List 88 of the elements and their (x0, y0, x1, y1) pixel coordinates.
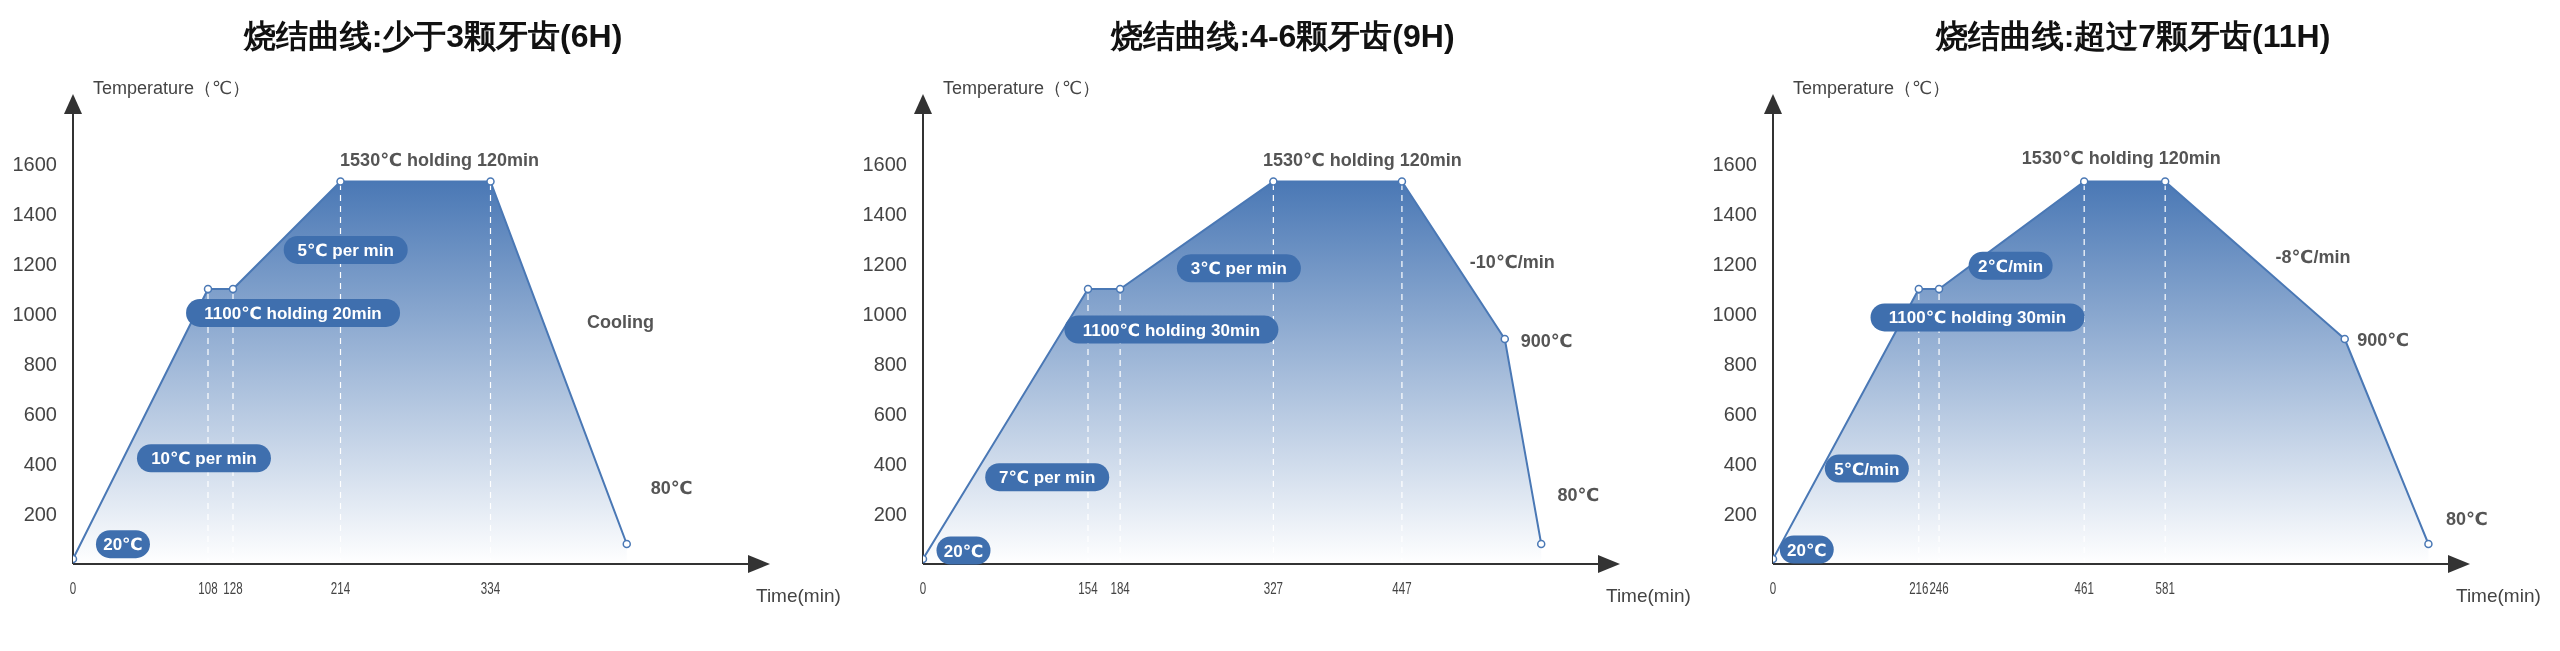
annotation: 1530℃ holding 120min (2021, 147, 2221, 168)
annotation: 7℃ per min (999, 468, 1096, 488)
y-tick-label: 400 (1723, 453, 1757, 476)
point (1397, 177, 1407, 186)
y-tick-label: 1200 (1712, 253, 1757, 276)
x-axis-title: Time(min) (2456, 585, 2541, 606)
point (336, 177, 345, 186)
point (1934, 284, 1944, 294)
annotation: 900℃ (1520, 330, 1573, 351)
y-tick-label: 1600 (12, 153, 57, 176)
x-tick-label: 0 (69, 578, 77, 598)
y-tick-label: 200 (1723, 503, 1757, 526)
annotation: 1100℃ holding 20min (204, 303, 382, 323)
y-tick-label: 1400 (862, 203, 907, 226)
x-tick-label: 108 (198, 578, 218, 598)
y-tick-label: 200 (23, 503, 57, 526)
point (622, 539, 631, 549)
annotation: Cooling (586, 311, 654, 332)
y-tick-label: 600 (23, 403, 57, 426)
annotation: 1100℃ holding 30min (1082, 320, 1261, 340)
y-tick-label: 1200 (862, 253, 907, 276)
annotation: 80℃ (1557, 484, 1600, 505)
x-tick-label: 581 (2155, 578, 2175, 598)
y-tick-label: 400 (873, 453, 907, 476)
x-tick-label: 0 (1769, 578, 1777, 598)
x-axis-title: Time(min) (756, 585, 841, 606)
point (2160, 177, 2170, 186)
x-tick-label: 154 (1078, 578, 1098, 598)
annotation: 10℃ per min (151, 449, 257, 469)
y-tick-label: 400 (23, 453, 57, 476)
y-tick-label: 600 (873, 403, 907, 426)
y-tick-label: 1600 (862, 153, 907, 176)
annotation: 80℃ (2445, 509, 2488, 530)
point (2424, 539, 2433, 549)
y-tick-label: 1000 (862, 303, 907, 326)
annotation: -10℃/min (1469, 251, 1555, 272)
annotation: -8℃/min (2275, 247, 2351, 268)
y-tick-label: 1200 (12, 253, 57, 276)
annotation: 900℃ (2357, 329, 2410, 350)
annotation: 5℃/min (1834, 459, 1900, 479)
point (203, 284, 213, 294)
x-tick-label: 461 (2074, 578, 2094, 598)
x-tick-label: 184 (1110, 578, 1130, 598)
y-tick-label: 600 (1723, 403, 1757, 426)
y-tick-label: 800 (23, 353, 57, 376)
x-tick-label: 0 (919, 578, 927, 598)
y-tick-label: 800 (873, 353, 907, 376)
point (1536, 539, 1546, 549)
x-tick-label: 246 (1929, 578, 1949, 598)
y-axis-title: Temperature（℃） (1793, 78, 1951, 98)
annotation: 20℃ (103, 535, 143, 555)
point (1914, 284, 1924, 294)
x-tick-label: 216 (1909, 578, 1929, 598)
annotation: 20℃ (1787, 540, 1827, 560)
x-tick-label: 327 (1263, 578, 1283, 598)
y-tick-label: 1000 (12, 303, 57, 326)
x-tick-label: 128 (223, 578, 243, 598)
y-tick-label: 1400 (1712, 203, 1757, 226)
x-tick-label: 214 (330, 578, 351, 598)
y-tick-label: 1600 (1712, 153, 1757, 176)
annotation: 80℃ (650, 478, 693, 499)
y-tick-label: 1400 (12, 203, 57, 226)
y-axis-title: Temperature（℃） (943, 78, 1101, 98)
y-tick-label: 1000 (1712, 303, 1757, 326)
point (228, 284, 238, 294)
annotation: 5℃ per min (297, 240, 394, 260)
annotation: 20℃ (943, 541, 984, 561)
y-tick-label: 200 (873, 503, 907, 526)
y-axis-title: Temperature（℃） (93, 78, 251, 98)
chart-title: 烧结曲线:超过7颗牙齿(11H) (1934, 17, 2332, 56)
annotation: 2℃/min (1978, 256, 2044, 276)
annotation: 1100℃ holding 30min (1888, 308, 2067, 328)
point (1115, 284, 1125, 294)
point (2079, 177, 2089, 186)
point (1269, 177, 1278, 186)
chart-title: 烧结曲线:少于3颗牙齿(6H) (242, 17, 624, 56)
point (2340, 334, 2349, 344)
point (1083, 284, 1093, 294)
point (1500, 334, 1510, 344)
chart-title: 烧结曲线:4-6颗牙齿(9H) (1109, 17, 1456, 56)
x-tick-label: 334 (480, 578, 501, 598)
annotation: 3℃ per min (1190, 259, 1287, 279)
x-tick-label: 447 (1392, 578, 1412, 598)
annotation: 1530℃ holding 120min (340, 150, 539, 171)
x-axis-title: Time(min) (1606, 585, 1691, 606)
y-tick-label: 800 (1723, 353, 1757, 376)
point (486, 177, 495, 186)
annotation: 1530℃ holding 120min (1263, 149, 1462, 170)
